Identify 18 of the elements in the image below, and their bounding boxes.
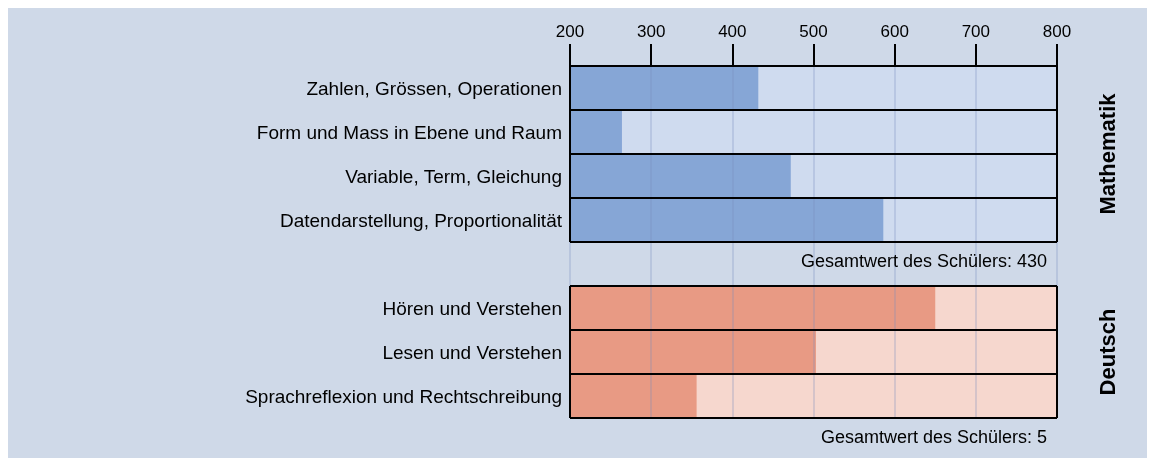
y-tick-label: Zahlen, Grössen, Operationen (306, 77, 562, 99)
annotation: Gesamtwert des Schülers: 430 (800, 251, 1047, 271)
text: Deutsch (1094, 308, 1120, 396)
text: Gesamtwert des Schülers: 5 (820, 427, 1047, 447)
y-tick-label: Lesen und Verstehen (382, 341, 562, 363)
x-tick-label: 700 (961, 22, 991, 41)
x-tick-label: 500 (799, 22, 828, 41)
x-tick-label: 600 (880, 22, 909, 41)
y-tick-label: Sprachreflexion und Rechtschreibung (245, 385, 562, 407)
x-tick-label: 200 (555, 22, 585, 41)
y-tick-label: Datendarstellung, Proportionalität (279, 209, 563, 231)
y-tick-label: Hören und Verstehen (382, 297, 562, 319)
y-tick-label: Variable, Term, Gleichung (345, 165, 562, 187)
x-tick-label: 300 (636, 22, 666, 41)
x-tick-label: 800 (1042, 22, 1072, 41)
text: Mathematik (1094, 92, 1120, 215)
y-tick-label: Form und Mass in Ebene und Raum (256, 121, 562, 143)
x-tick-label: 400 (718, 22, 747, 41)
